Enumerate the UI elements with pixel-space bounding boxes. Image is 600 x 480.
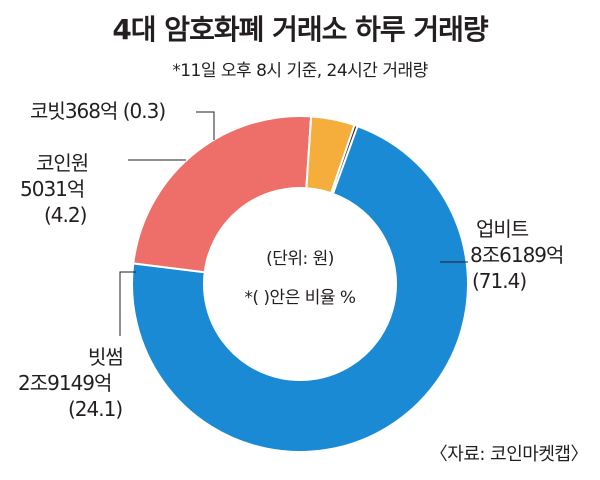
label-upbit: 업비트 8조6189억 (71.4) xyxy=(470,216,569,294)
label-coinone: 코인원 5031억 (4.2) xyxy=(20,150,100,228)
label-bithumb-percent: (24.1) xyxy=(68,397,123,421)
label-upbit-percent: (71.4) xyxy=(472,269,527,293)
slice-korbit xyxy=(329,123,359,196)
chart-subtitle: *11일 오후 8시 기준, 24시간 거래량 xyxy=(172,61,428,81)
center-unit: (단위: 원) xyxy=(266,249,334,269)
leader-bithumb xyxy=(119,271,136,336)
label-coinone-volume: 5031억 xyxy=(20,177,85,201)
label-korbit: 코빗368억 (0.3) xyxy=(30,98,166,124)
label-coinone-name: 코인원 xyxy=(36,151,89,175)
label-korbit-volume: 368억 xyxy=(64,99,119,123)
label-upbit-name: 업비트 xyxy=(476,217,529,241)
chart-title: 4대 암호화폐 거래소 하루 거래량 xyxy=(112,13,488,46)
slice-bithumb xyxy=(132,115,313,274)
label-bithumb-name: 빗썸 xyxy=(88,345,124,369)
center-note: *( )안은 비율 % xyxy=(244,288,356,308)
label-coinone-percent: (4.2) xyxy=(44,203,87,227)
slice-upbit xyxy=(131,124,469,453)
source-note: 〈자료: 코인마켓캡〉 xyxy=(429,444,589,465)
label-korbit-percent: (0.3) xyxy=(122,99,166,123)
label-korbit-name: 코빗 xyxy=(30,99,66,123)
leader-korbit xyxy=(196,111,215,140)
label-bithumb: 빗썸 2조9149억 (24.1) xyxy=(18,344,153,422)
label-bithumb-volume: 2조9149억 xyxy=(18,371,112,395)
label-upbit-volume: 8조6189억 xyxy=(470,243,564,267)
